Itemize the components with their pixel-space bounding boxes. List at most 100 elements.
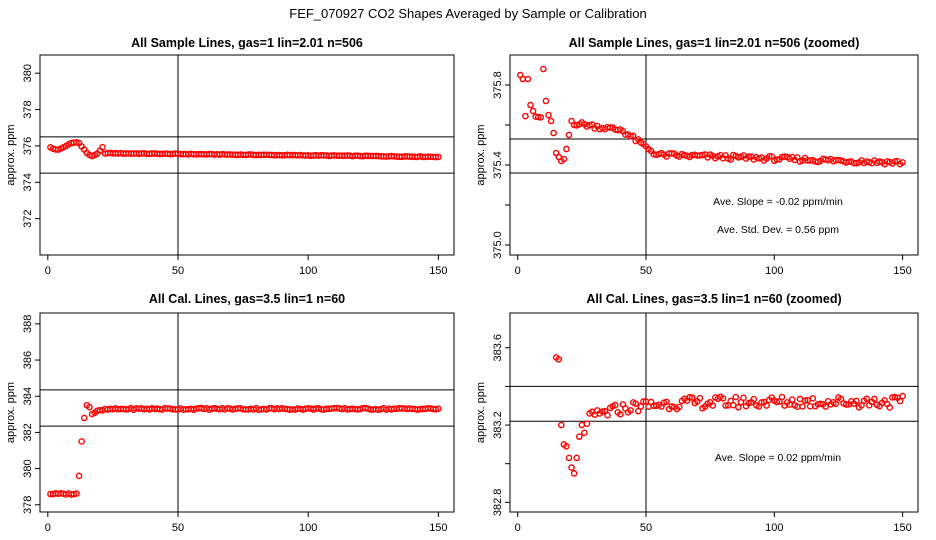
data-point — [534, 113, 542, 121]
y-tick-label: 375.0 — [492, 231, 504, 259]
data-point — [763, 402, 770, 409]
panel-title: All Sample Lines, gas=1 lin=2.01 n=506 (… — [569, 36, 860, 50]
data-point — [758, 399, 765, 406]
y-tick-label: 374 — [22, 173, 34, 191]
chart-panel-1: All Sample Lines, gas=1 lin=2.01 n=506 0 5… — [5, 36, 455, 277]
data-point — [432, 153, 440, 161]
data-point — [778, 393, 786, 401]
x-tick-label: 100 — [299, 265, 317, 277]
data-point — [668, 150, 675, 157]
panel-title: All Sample Lines, gas=1 lin=2.01 n=506 — [131, 36, 363, 50]
data-point — [558, 421, 565, 429]
data-point — [853, 397, 860, 405]
y-tick-label: 380 — [22, 64, 34, 82]
panel-annotation: Ave. Std. Dev. = 0.56 ppm — [717, 224, 839, 236]
y-axis-label: approx. ppm — [475, 382, 487, 443]
data-point — [435, 153, 442, 161]
data-point — [565, 454, 573, 462]
x-tick-label: 50 — [640, 265, 652, 277]
data-point — [99, 143, 106, 151]
data-point — [537, 114, 545, 121]
y-tick-label: 386 — [22, 351, 34, 369]
y-tick-label: 375.8 — [492, 71, 504, 99]
panel-title: All Cal. Lines, gas=3.5 lin=1 n=60 (zoom… — [586, 292, 841, 306]
data-point — [86, 403, 93, 411]
data-point — [617, 410, 624, 418]
data-point — [529, 107, 537, 115]
plot-frame — [39, 312, 455, 513]
y-tick-label: 380 — [22, 459, 34, 477]
y-tick-label: 372 — [22, 209, 34, 227]
data-point — [578, 421, 586, 429]
data-point — [581, 429, 588, 437]
data-point — [637, 403, 645, 410]
data-point — [604, 411, 611, 419]
data-point — [696, 394, 704, 402]
x-tick-label: 150 — [429, 522, 447, 534]
y-tick-label: 384 — [22, 387, 34, 405]
data-point — [583, 420, 591, 428]
x-tick-label: 0 — [515, 265, 521, 277]
data-point — [750, 395, 758, 403]
data-point — [688, 394, 696, 401]
x-tick-label: 0 — [45, 265, 51, 277]
data-point — [781, 153, 788, 160]
data-point — [80, 414, 88, 422]
plot-frame — [509, 312, 919, 513]
data-point — [806, 403, 814, 410]
y-tick-label: 382 — [22, 423, 34, 441]
x-tick-label: 100 — [765, 522, 783, 534]
data-point — [78, 438, 85, 445]
x-tick-label: 50 — [172, 265, 184, 277]
data-point — [519, 75, 527, 83]
data-point — [886, 404, 894, 411]
data-point — [542, 97, 550, 105]
panel-annotation: Ave. Slope = -0.02 ppm/min — [713, 196, 843, 208]
data-point — [545, 111, 552, 119]
data-point — [547, 117, 555, 125]
data-point — [809, 395, 817, 402]
x-tick-label: 150 — [893, 265, 911, 277]
chart-panel-4: All Cal. Lines, gas=3.5 lin=1 n=60 (zoom… — [475, 292, 919, 534]
data-point — [788, 396, 796, 403]
data-point — [740, 394, 747, 402]
plot-frame — [509, 54, 919, 256]
data-point — [891, 158, 899, 165]
y-tick-label: 378 — [22, 496, 34, 514]
data-point — [773, 156, 781, 163]
data-point — [745, 153, 752, 160]
x-tick-label: 100 — [765, 265, 783, 277]
data-point — [563, 145, 570, 153]
data-point — [722, 402, 729, 409]
data-point — [75, 472, 83, 480]
data-point — [871, 395, 878, 403]
data-point — [842, 401, 850, 408]
data-point — [522, 112, 529, 120]
data-point — [524, 75, 532, 83]
y-tick-label: 383.6 — [492, 334, 504, 362]
data-point — [735, 403, 742, 411]
data-point — [686, 393, 693, 401]
data-point — [560, 155, 568, 163]
data-point — [435, 405, 442, 412]
chart-panel-3: All Cal. Lines, gas=3.5 lin=1 n=60 0 50 100… — [5, 292, 455, 534]
data-point — [640, 398, 647, 405]
x-tick-label: 150 — [893, 522, 911, 534]
plot-frame — [39, 54, 455, 256]
data-point — [629, 132, 637, 140]
y-tick-label: 378 — [22, 100, 34, 118]
panel-annotation: Ave. Slope = 0.02 ppm/min — [715, 452, 841, 464]
data-point — [540, 65, 547, 73]
panel-title: All Cal. Lines, gas=3.5 lin=1 n=60 — [149, 292, 345, 306]
data-point — [663, 398, 670, 406]
data-point — [896, 397, 904, 405]
data-point — [765, 153, 773, 160]
data-point — [599, 408, 606, 415]
x-tick-label: 50 — [640, 522, 652, 534]
data-point — [563, 443, 570, 450]
x-tick-label: 150 — [429, 265, 447, 277]
data-point — [668, 403, 675, 410]
data-point — [570, 470, 578, 477]
data-point — [732, 393, 740, 401]
y-tick-label: 388 — [22, 315, 34, 333]
